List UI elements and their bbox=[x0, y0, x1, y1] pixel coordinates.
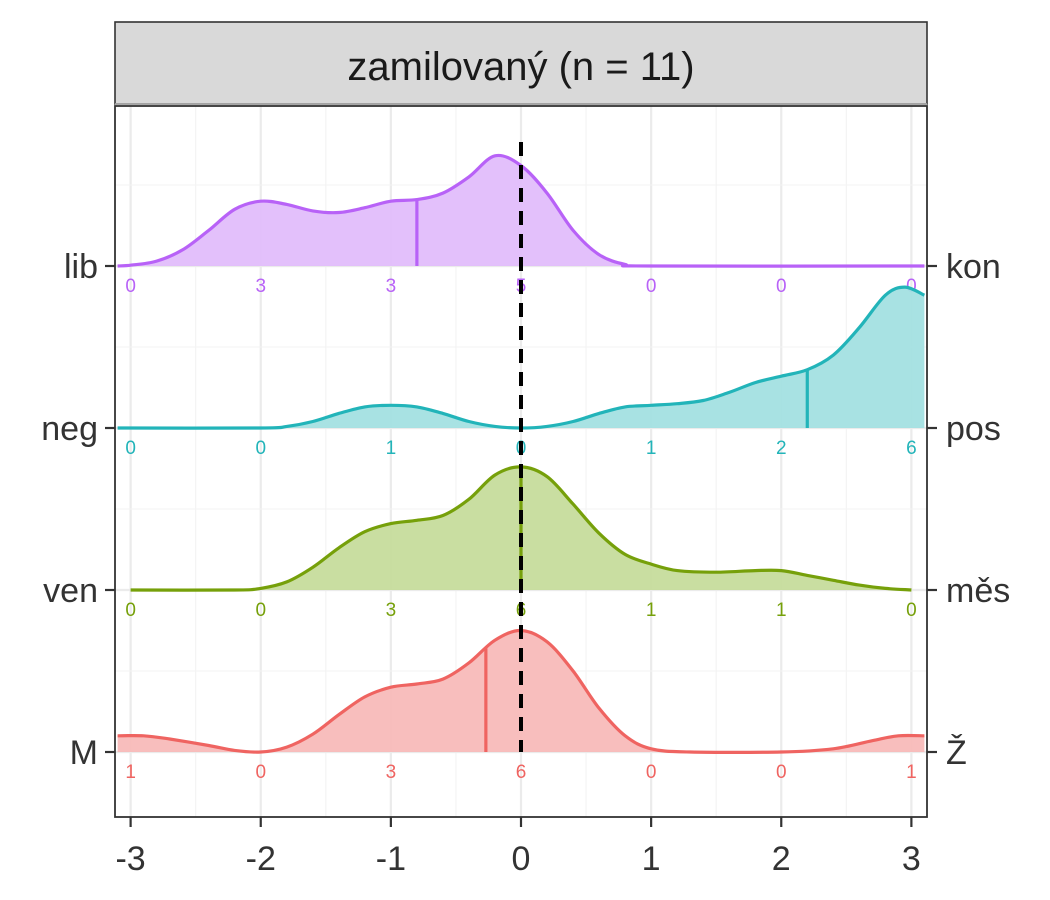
count-label: 3 bbox=[386, 600, 397, 621]
y-label-left: neg bbox=[41, 410, 98, 448]
count-label: 0 bbox=[125, 600, 136, 621]
density-line-lib bbox=[117, 153, 925, 268]
count-label: 0 bbox=[125, 438, 136, 459]
strip-background bbox=[114, 21, 928, 105]
x-tick-label: -2 bbox=[246, 840, 276, 878]
y-label-right: měs bbox=[946, 572, 1010, 610]
y-label-right: Ž bbox=[946, 734, 967, 772]
count-label: 1 bbox=[125, 762, 136, 783]
count-label: 0 bbox=[906, 276, 917, 297]
count-label: 1 bbox=[646, 438, 657, 459]
y-label-right: pos bbox=[946, 410, 1001, 448]
density-area-M bbox=[117, 630, 925, 753]
count-label: 3 bbox=[386, 762, 397, 783]
count-label: 3 bbox=[255, 276, 266, 297]
ridge-ven: 0036110 bbox=[125, 465, 917, 621]
count-label: 0 bbox=[255, 600, 266, 621]
density-line-neg bbox=[117, 285, 926, 430]
count-label: 1 bbox=[386, 438, 397, 459]
count-label: 6 bbox=[906, 438, 917, 459]
count-label: 0 bbox=[646, 276, 657, 297]
count-label: 3 bbox=[386, 276, 397, 297]
count-label: 0 bbox=[906, 600, 917, 621]
chart-title: zamilovaný (n = 11) bbox=[347, 45, 694, 89]
y-label-left: lib bbox=[64, 248, 98, 286]
ridge-lib: 0335000 bbox=[117, 153, 925, 297]
count-label: 6 bbox=[516, 762, 527, 783]
density-area-neg bbox=[117, 287, 925, 429]
y-label-left: M bbox=[70, 734, 98, 772]
x-tick-label: 1 bbox=[642, 840, 661, 878]
axes: -3 -2 -1 0 1 2 3 lib kon neg pos ven měs M Ž bbox=[41, 248, 1010, 878]
x-tick-label: 3 bbox=[902, 840, 921, 878]
count-label: 2 bbox=[776, 438, 787, 459]
y-label-left: ven bbox=[43, 572, 98, 610]
ridge-M: 1 0 3 6 0 0 1 bbox=[117, 628, 925, 783]
density-area-lib bbox=[117, 155, 925, 267]
x-tick-label: 2 bbox=[772, 840, 791, 878]
count-label: 0 bbox=[646, 762, 657, 783]
y-label-right: kon bbox=[946, 248, 1001, 286]
facet-strip: zamilovaný (n = 11) bbox=[114, 21, 928, 105]
count-label: 0 bbox=[255, 438, 266, 459]
x-tick-label: 0 bbox=[512, 840, 531, 878]
count-label: 0 bbox=[125, 276, 136, 297]
count-label: 1 bbox=[776, 600, 787, 621]
density-line-M bbox=[117, 628, 925, 754]
count-label: 0 bbox=[776, 276, 787, 297]
count-label: 1 bbox=[646, 600, 657, 621]
x-tick-label: -3 bbox=[115, 840, 145, 878]
x-tick-label: -1 bbox=[376, 840, 406, 878]
count-label: 1 bbox=[906, 762, 917, 783]
density-line-ven bbox=[130, 465, 912, 592]
count-label: 0 bbox=[255, 762, 266, 783]
count-label: 0 bbox=[776, 762, 787, 783]
